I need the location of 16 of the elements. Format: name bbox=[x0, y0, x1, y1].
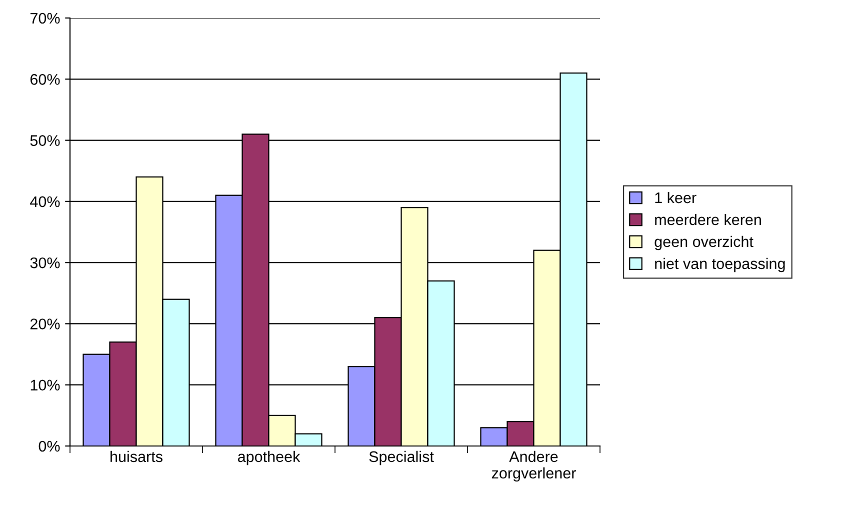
legend-label: geen overzicht bbox=[654, 236, 754, 250]
legend-label: niet van toepassing bbox=[655, 258, 785, 272]
y-tick-label: 30% bbox=[30, 257, 60, 268]
y-tick-label: 20% bbox=[30, 318, 60, 330]
y-tick-label: 60% bbox=[30, 74, 60, 85]
y-tick-label: 50% bbox=[30, 135, 60, 146]
y-tick-label: 70% bbox=[30, 12, 60, 24]
x-tick-label: Specialist bbox=[369, 450, 434, 466]
x-tick-label: Andere zorgverlener bbox=[492, 450, 576, 482]
x-tick-label: huisarts bbox=[110, 450, 162, 462]
y-tick-label: 0% bbox=[38, 440, 60, 452]
y-tick-label: 10% bbox=[30, 380, 60, 391]
y-tick-label: 40% bbox=[30, 196, 60, 208]
legend-label: meerdere keren bbox=[655, 214, 761, 226]
x-tick-label: apotheek bbox=[238, 450, 300, 466]
legend-label: 1 keer bbox=[655, 192, 696, 204]
